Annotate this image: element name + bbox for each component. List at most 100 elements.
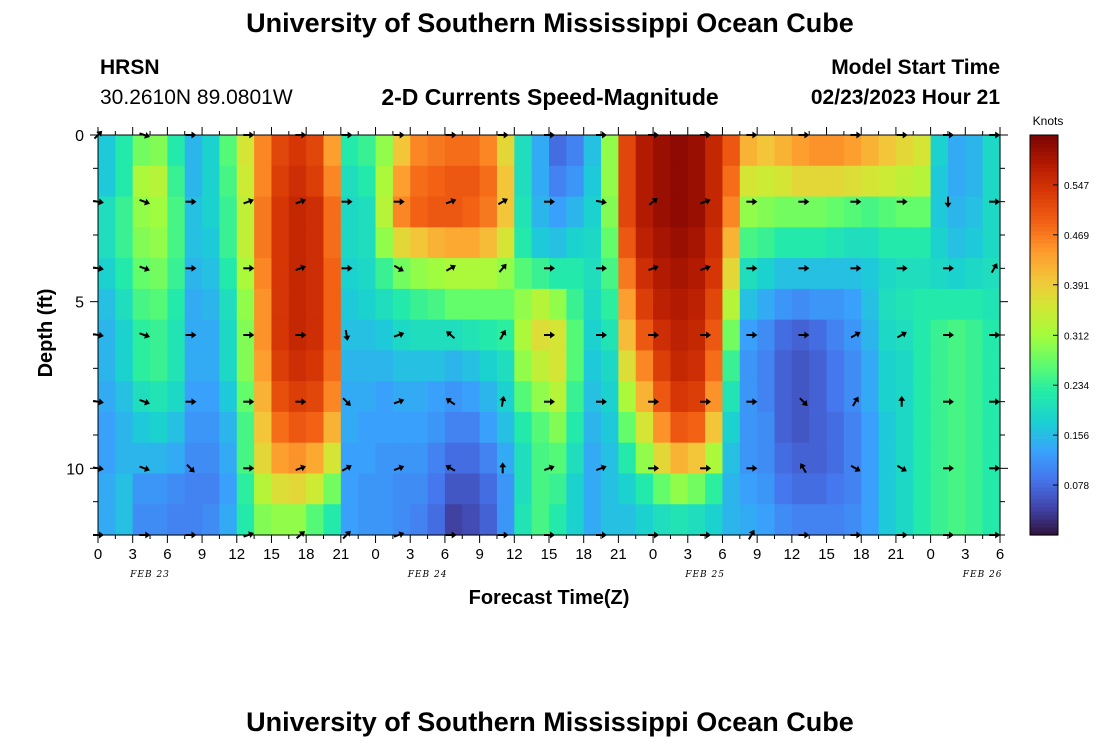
heatmap-cell <box>601 227 619 259</box>
heatmap-cell <box>219 196 238 228</box>
heatmap-cell <box>132 288 151 321</box>
heatmap-cell <box>861 381 880 413</box>
heatmap-cell <box>462 165 481 198</box>
heatmap-cell <box>705 411 724 444</box>
heatmap-cell <box>358 258 377 290</box>
heatmap-cell <box>288 196 307 228</box>
current-arrow <box>497 198 508 206</box>
heatmap-cell <box>132 350 151 382</box>
heatmap-cell <box>687 381 706 413</box>
heatmap-cell <box>843 381 862 413</box>
heatmap-cell <box>531 258 550 290</box>
heatmap-cell <box>878 473 897 505</box>
heatmap-cell <box>809 350 828 382</box>
heatmap-cell <box>288 288 307 321</box>
heatmap-cell <box>392 135 411 167</box>
heatmap-cell <box>271 258 290 290</box>
current-arrow <box>648 264 659 272</box>
heatmap-cell <box>427 442 446 475</box>
heatmap-cell <box>340 381 359 413</box>
heatmap-cell <box>618 504 637 536</box>
heatmap-cell <box>254 381 273 413</box>
heatmap-cell <box>774 504 793 536</box>
heatmap-cell <box>254 473 273 505</box>
colorbar-segment <box>1030 227 1058 232</box>
x-tick-label: 0 <box>371 546 379 563</box>
current-arrow <box>989 198 1001 206</box>
heatmap-cell <box>982 381 1001 413</box>
colorbar-segment <box>1030 383 1058 388</box>
heatmap-cell <box>618 381 637 413</box>
heatmap-cell <box>340 258 359 290</box>
heatmap-cell <box>601 473 619 505</box>
heatmap-cell <box>271 165 290 198</box>
heatmap-cell <box>566 165 585 198</box>
colorbar-segment <box>1030 219 1058 224</box>
heatmap-cell <box>184 381 203 413</box>
heatmap-cell <box>601 504 619 536</box>
heatmap-cell <box>184 288 203 321</box>
heatmap-cell <box>479 319 498 351</box>
heatmap-cell <box>861 442 880 475</box>
heatmap-cell <box>670 135 689 167</box>
colorbar-tick-label: 0.547 <box>1064 181 1089 192</box>
heatmap-cell <box>861 165 880 198</box>
heatmap-cell <box>427 473 446 505</box>
heatmap-cell <box>965 350 984 382</box>
current-arrow <box>850 264 862 272</box>
current-arrow <box>139 265 150 272</box>
colorbar-segment <box>1030 351 1058 356</box>
heatmap-cell <box>549 288 567 321</box>
heatmap-cell <box>913 473 932 505</box>
heatmap-cell <box>809 442 828 475</box>
heatmap-cell <box>514 227 533 259</box>
heatmap-cell <box>809 135 828 167</box>
heatmap-cell <box>427 258 446 290</box>
heatmap-cell <box>340 135 359 167</box>
heatmap-cell <box>288 165 307 198</box>
heatmap-cell <box>809 196 828 228</box>
heatmap-cell <box>965 135 984 167</box>
heatmap-cell <box>427 350 446 382</box>
heatmap-cell <box>722 135 741 167</box>
current-arrow <box>445 264 456 272</box>
heatmap-cell <box>375 319 394 351</box>
heatmap-cell <box>410 135 429 167</box>
heatmap-cell <box>947 258 966 290</box>
colorbar-segment <box>1030 139 1058 144</box>
current-arrow <box>989 464 1001 472</box>
heatmap-cell <box>531 319 550 351</box>
heatmap-cell <box>479 442 498 475</box>
heatmap-cell <box>323 442 342 475</box>
heatmap-cell <box>722 227 741 259</box>
heatmap-cell <box>757 196 776 228</box>
heatmap-cell <box>236 473 255 505</box>
heatmap-cell <box>653 258 672 290</box>
heatmap-cell <box>826 411 845 444</box>
heatmap-cell <box>774 196 793 228</box>
current-arrow <box>989 331 1001 339</box>
heatmap-cell <box>635 442 654 475</box>
heatmap-cell <box>392 196 411 228</box>
heatmap-cell <box>115 473 134 505</box>
colorbar-segment <box>1030 243 1058 248</box>
heatmap-cell <box>930 227 949 259</box>
heatmap-cell <box>861 319 880 351</box>
heatmap-cell <box>98 319 116 351</box>
heatmap-cell <box>653 319 672 351</box>
heatmap-cell <box>271 196 290 228</box>
heatmap-cell <box>670 350 689 382</box>
heatmap-cell <box>583 196 602 228</box>
heatmap-cell <box>444 473 463 505</box>
heatmap-cell <box>843 350 862 382</box>
heatmap-cell <box>306 165 325 198</box>
heatmap-cell <box>913 350 932 382</box>
heatmap-cell <box>514 381 533 413</box>
x-tick-label: 21 <box>888 546 905 563</box>
heatmap-cell <box>271 504 290 536</box>
heatmap-cell <box>635 473 654 505</box>
heatmap-cell <box>583 473 602 505</box>
heatmap-cell <box>219 442 238 475</box>
heatmap-cell <box>306 258 325 290</box>
current-arrow <box>139 398 150 406</box>
